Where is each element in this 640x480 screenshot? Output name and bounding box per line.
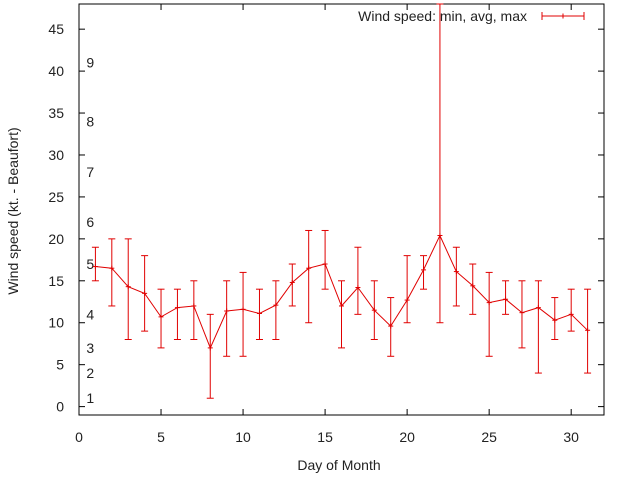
data-point: [255, 288, 263, 341]
data-point: [485, 271, 493, 357]
data-point: [551, 297, 559, 341]
data-point: [370, 280, 378, 341]
data-point: [584, 288, 592, 374]
data-point: [272, 280, 280, 341]
x-tick-label: 25: [481, 429, 497, 445]
data-point: [321, 229, 329, 290]
data-point: [436, 3, 444, 324]
data-point: [354, 246, 362, 315]
x-tick-label: 30: [563, 429, 579, 445]
y-tick-label: 40: [48, 63, 64, 79]
beaufort-label: 2: [86, 365, 94, 381]
y-tick-label: 10: [48, 315, 64, 331]
beaufort-label: 9: [86, 55, 94, 71]
y-tick-label: 45: [48, 21, 64, 37]
y-tick-label: 15: [48, 273, 64, 289]
beaufort-label: 8: [86, 113, 94, 129]
beaufort-label: 7: [86, 164, 94, 180]
data-point: [403, 255, 411, 324]
data-point: [469, 263, 477, 315]
data-point: [452, 246, 460, 307]
x-tick-label: 0: [75, 429, 83, 445]
legend-label: Wind speed: min, avg, max: [358, 8, 527, 24]
y-tick-label: 5: [56, 357, 64, 373]
data-point: [141, 255, 149, 332]
y-tick-label: 0: [56, 399, 64, 415]
data-point: [502, 280, 510, 315]
x-tick-label: 5: [157, 429, 165, 445]
data-point: [190, 280, 198, 341]
beaufort-label: 1: [86, 390, 94, 406]
data-point: [239, 271, 247, 357]
data-point: [420, 255, 428, 290]
data-point: [206, 313, 214, 399]
data-point: [108, 238, 116, 307]
y-tick-label: 25: [48, 189, 64, 205]
data-point: [338, 280, 345, 349]
data-point: [567, 288, 575, 332]
beaufort-label: 4: [86, 306, 94, 322]
beaufort-label: 5: [86, 256, 94, 272]
x-tick-label: 20: [399, 429, 415, 445]
data-point: [91, 246, 99, 282]
data-point: [157, 288, 165, 349]
x-axis-title: Day of Month: [297, 457, 380, 473]
plot-frame: [78, 3, 605, 416]
y-axis-title: Wind speed (kt. - Beaufort): [5, 127, 21, 294]
beaufort-label: 3: [86, 340, 94, 356]
data-point: [288, 263, 296, 307]
data-point: [223, 280, 231, 357]
data-point: [305, 229, 313, 324]
y-tick-label: 35: [48, 105, 64, 121]
y-tick-label: 20: [48, 231, 64, 247]
data-point: [124, 238, 132, 341]
data-point: [534, 280, 542, 374]
data-point: [173, 288, 181, 341]
y-tick-label: 30: [48, 147, 64, 163]
x-tick-label: 15: [317, 429, 333, 445]
data-point: [518, 280, 526, 349]
data-point: [387, 297, 395, 357]
x-tick-label: 10: [235, 429, 251, 445]
beaufort-label: 6: [86, 214, 94, 230]
